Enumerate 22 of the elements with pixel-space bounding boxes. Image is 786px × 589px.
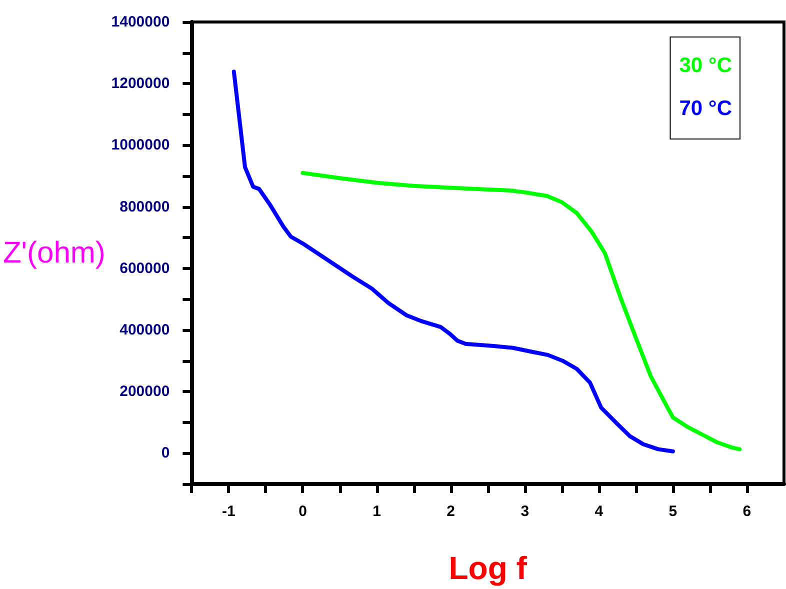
text: 30 °C <box>679 54 732 77</box>
x-tick-label: 6 <box>742 503 752 520</box>
x-tick-label: 2 <box>446 503 455 520</box>
y-tick-label: 800000 <box>120 198 170 216</box>
y-tick-label: 1000000 <box>111 136 170 154</box>
x-tick-label: 0 <box>298 503 307 520</box>
x-axis-title: Log f <box>448 550 528 586</box>
line-series <box>232 70 675 454</box>
x-tick-label: 1 <box>372 503 381 520</box>
x-tick-label: 5 <box>668 503 678 520</box>
y-tick-label: 200000 <box>120 383 170 400</box>
line-series <box>300 170 742 452</box>
x-tick-label: -1 <box>222 503 236 520</box>
y-tick-label: 0 <box>161 444 170 462</box>
y-tick-label: 400000 <box>120 322 170 338</box>
y-tick-label: 1400000 <box>111 14 170 30</box>
y-tick-label: 600000 <box>120 260 170 277</box>
y-tick-label: 1200000 <box>111 75 170 92</box>
text: 70 °C <box>679 97 732 120</box>
x-tick-label: 3 <box>520 503 530 520</box>
y-axis-title: Z'(ohm) <box>2 236 106 270</box>
x-tick-label: 4 <box>594 503 604 520</box>
